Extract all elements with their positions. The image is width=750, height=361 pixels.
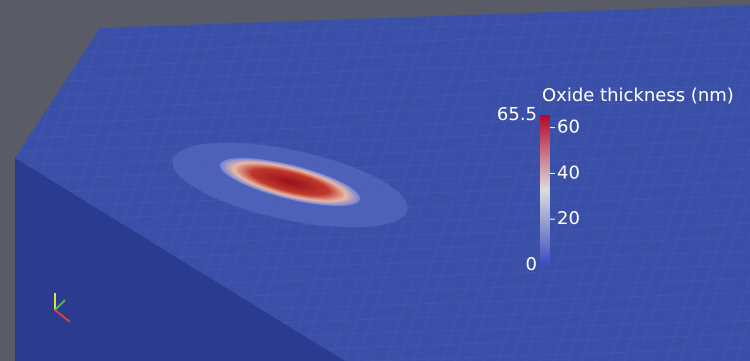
range-label: 0 bbox=[526, 254, 537, 275]
render-view: Oxide thickness (nm) 0 65.5 20 40 60 bbox=[0, 0, 750, 361]
colorbar bbox=[540, 115, 550, 265]
tick-label: 60 bbox=[557, 117, 580, 138]
range-label: 65.5 bbox=[497, 104, 537, 125]
tick-label: 40 bbox=[557, 162, 580, 183]
colorbar-title: Oxide thickness (nm) bbox=[542, 85, 734, 106]
tick-label: 20 bbox=[557, 208, 580, 229]
